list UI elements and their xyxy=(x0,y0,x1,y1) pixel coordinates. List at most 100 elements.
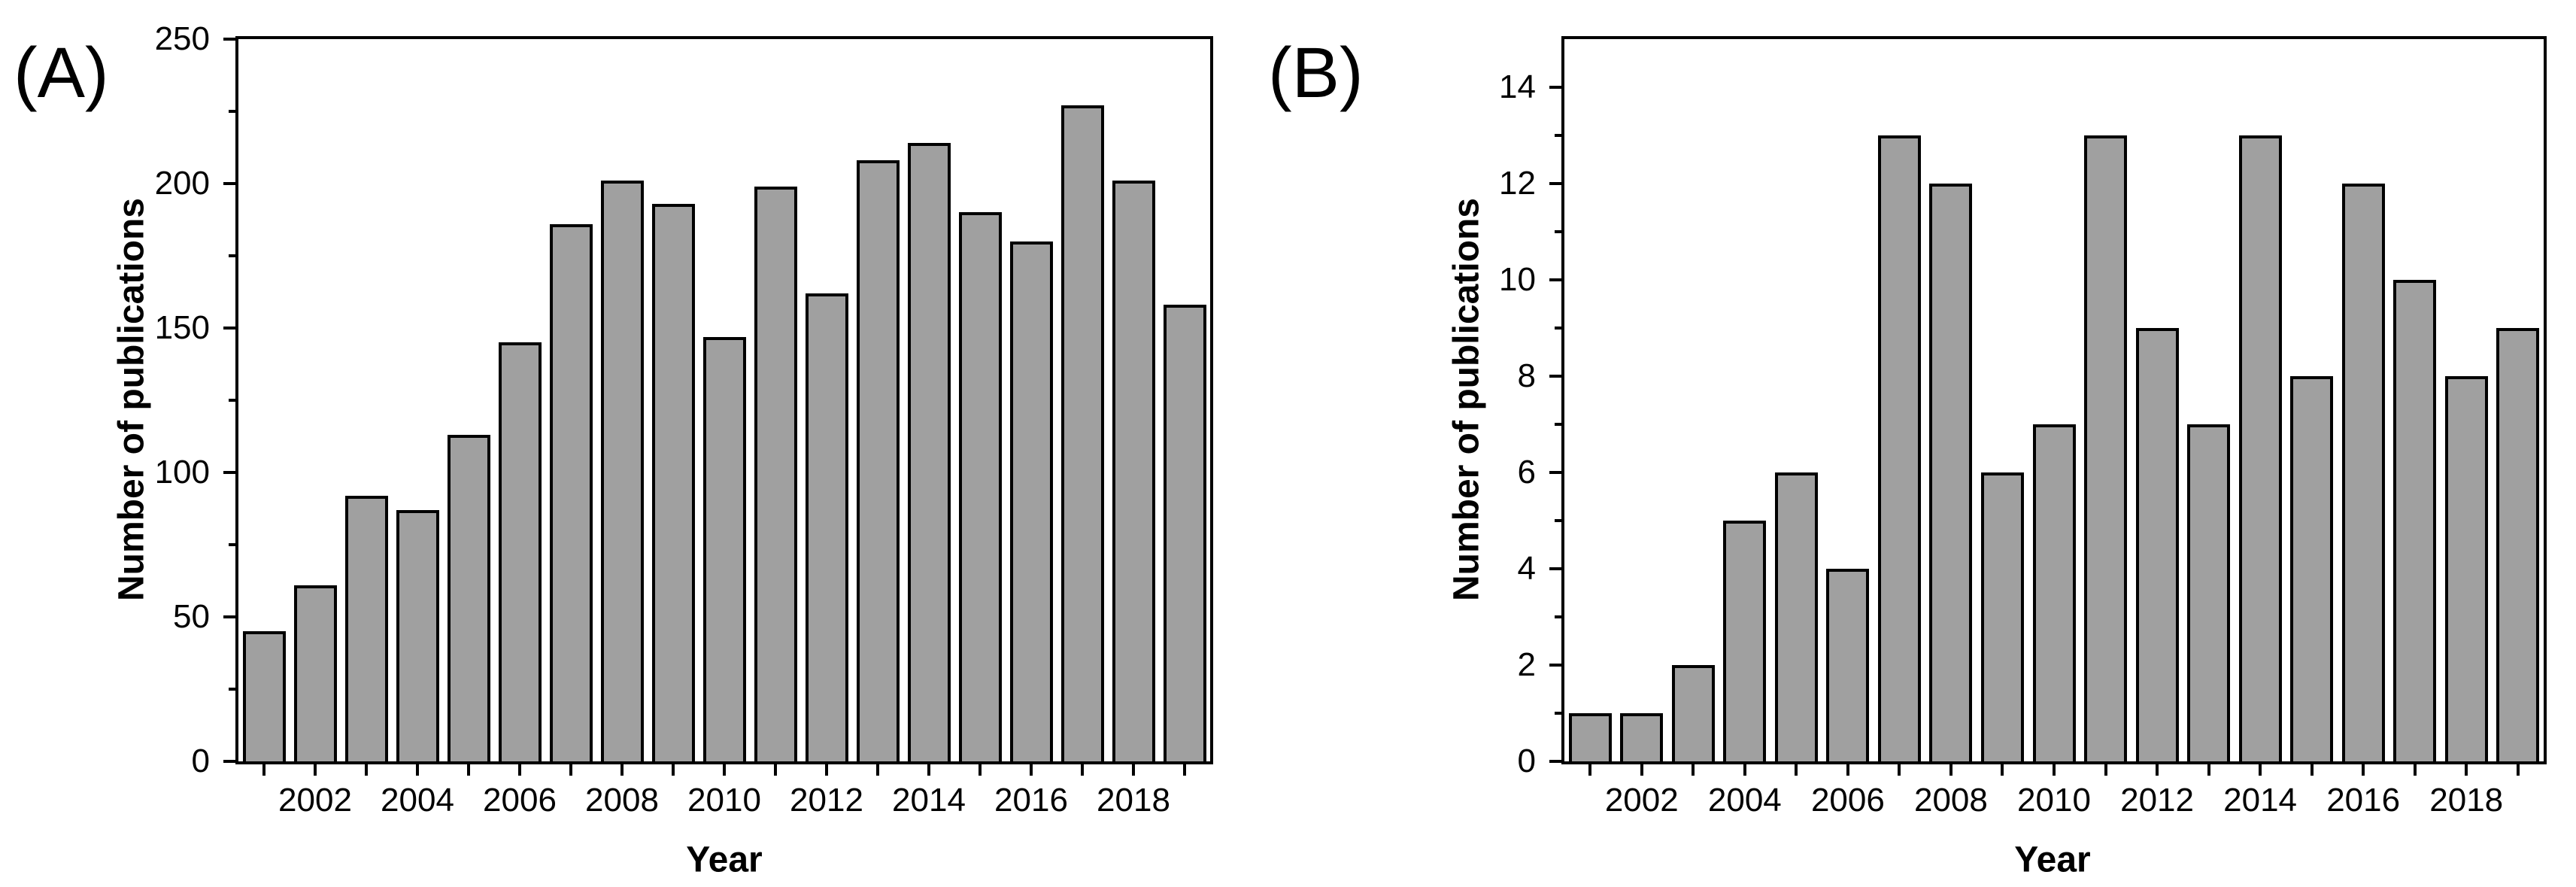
y-major-tick-250 xyxy=(223,38,235,41)
y-minor-tick-3 xyxy=(1555,615,1561,618)
bar-2019 xyxy=(1163,305,1206,761)
bar-2005 xyxy=(1774,472,1818,761)
y-major-tick-2 xyxy=(1549,664,1561,667)
bar-2007 xyxy=(549,224,593,761)
y-minor-tick-225 xyxy=(229,110,235,113)
bar-2005 xyxy=(447,435,490,761)
x-tick-2003 xyxy=(1692,764,1695,776)
x-tick-label-2010: 2010 xyxy=(687,782,761,819)
x-tick-2019 xyxy=(1183,764,1186,776)
bar-2017 xyxy=(2393,280,2437,761)
y-minor-tick-125 xyxy=(229,399,235,402)
bar-2016 xyxy=(2341,184,2385,761)
y-major-tick-4 xyxy=(1549,567,1561,570)
bar-2019 xyxy=(2496,328,2540,761)
x-tick-2004 xyxy=(1743,764,1746,776)
y-major-tick-6 xyxy=(1549,471,1561,474)
x-tick-label-2014: 2014 xyxy=(892,782,966,819)
y-tick-label-150: 150 xyxy=(154,309,210,346)
x-tick-2016 xyxy=(1030,764,1033,776)
bar-2010 xyxy=(702,337,746,761)
bar-2009 xyxy=(651,204,695,761)
y-major-tick-150 xyxy=(223,327,235,330)
y-major-tick-100 xyxy=(223,471,235,474)
y-major-tick-0 xyxy=(223,760,235,763)
bar-2015 xyxy=(958,212,1002,761)
x-tick-2009 xyxy=(672,764,675,776)
y-tick-label-0: 0 xyxy=(1517,743,1536,779)
x-tick-2012 xyxy=(2156,764,2159,776)
y-tick-label-50: 50 xyxy=(173,598,210,635)
x-tick-label-2018: 2018 xyxy=(1097,782,1170,819)
y-minor-tick-9 xyxy=(1555,327,1561,330)
x-tick-2010 xyxy=(2053,764,2056,776)
bar-2002 xyxy=(293,585,337,761)
bar-2013 xyxy=(856,160,900,761)
x-tick-2006 xyxy=(518,764,521,776)
x-tick-label-2018: 2018 xyxy=(2429,782,2504,819)
y-tick-label-100: 100 xyxy=(154,454,210,491)
x-tick-label-2004: 2004 xyxy=(1707,782,1782,819)
x-tick-2011 xyxy=(774,764,777,776)
bar-2013 xyxy=(2187,424,2231,761)
x-tick-label-2010: 2010 xyxy=(2017,782,2091,819)
bar-2004 xyxy=(396,510,439,761)
x-tick-label-2008: 2008 xyxy=(1913,782,1988,819)
bar-2017 xyxy=(1060,105,1104,761)
x-axis-title-a: Year xyxy=(686,840,763,880)
x-tick-2013 xyxy=(2207,764,2210,776)
y-minor-tick-175 xyxy=(229,254,235,257)
x-tick-2016 xyxy=(2362,764,2365,776)
x-tick-2001 xyxy=(1588,764,1592,776)
bar-2004 xyxy=(1723,521,1767,761)
bar-2007 xyxy=(1877,135,1921,761)
y-minor-tick-11 xyxy=(1555,230,1561,233)
x-axis-title-b: Year xyxy=(2014,840,2091,880)
y-tick-label-0: 0 xyxy=(191,743,210,779)
bar-2015 xyxy=(2290,376,2334,761)
x-tick-label-2002: 2002 xyxy=(1604,782,1679,819)
x-tick-label-2012: 2012 xyxy=(2120,782,2194,819)
bar-2018 xyxy=(1112,181,1155,761)
x-tick-2009 xyxy=(2001,764,2004,776)
x-tick-label-2014: 2014 xyxy=(2223,782,2298,819)
y-tick-label-12: 12 xyxy=(1499,165,1536,202)
bar-2014 xyxy=(2238,135,2282,761)
plot-area-a: 0 50 100 150 200 250 2002 2004 2006 2008 2010 2012 2… xyxy=(155,23,1213,817)
y-minor-tick-5 xyxy=(1555,519,1561,522)
y-major-tick-50 xyxy=(223,615,235,618)
bar-2018 xyxy=(2444,376,2488,761)
x-tick-2019 xyxy=(2516,764,2520,776)
x-tick-2008 xyxy=(1949,764,1952,776)
y-major-tick-10 xyxy=(1549,278,1561,281)
y-tick-label-14: 14 xyxy=(1499,68,1536,105)
x-tick-2011 xyxy=(2104,764,2107,776)
x-tick-2005 xyxy=(467,764,470,776)
x-tick-2006 xyxy=(1846,764,1849,776)
y-tick-label-6: 6 xyxy=(1517,454,1536,491)
x-tick-label-2002: 2002 xyxy=(278,782,352,819)
bar-2008 xyxy=(1929,184,1973,761)
y-minor-tick-13 xyxy=(1555,134,1561,137)
x-tick-2004 xyxy=(416,764,419,776)
x-tick-label-2004: 2004 xyxy=(381,782,454,819)
y-major-tick-200 xyxy=(223,182,235,185)
x-tick-2008 xyxy=(620,764,624,776)
x-tick-2005 xyxy=(1795,764,1798,776)
x-tick-2002 xyxy=(1640,764,1643,776)
plot-area-b: 0 2 4 6 8 10 12 14 2002 2004 2006 2008 2010 2012 2014 2… xyxy=(1499,36,2547,817)
x-tick-label-2008: 2008 xyxy=(585,782,659,819)
bar-2011 xyxy=(2084,135,2128,761)
panel-label-b: (B) xyxy=(1268,33,1364,113)
y-tick-label-8: 8 xyxy=(1517,357,1536,394)
y-major-tick-0 xyxy=(1549,760,1561,763)
bar-2012 xyxy=(2135,328,2179,761)
panel-label-a: (A) xyxy=(14,33,109,113)
y-tick-label-200: 200 xyxy=(154,165,210,202)
y-major-tick-14 xyxy=(1549,86,1561,89)
bar-2003 xyxy=(1671,665,1715,761)
x-tick-2002 xyxy=(314,764,317,776)
x-tick-2001 xyxy=(262,764,265,776)
bar-2010 xyxy=(2032,424,2076,761)
